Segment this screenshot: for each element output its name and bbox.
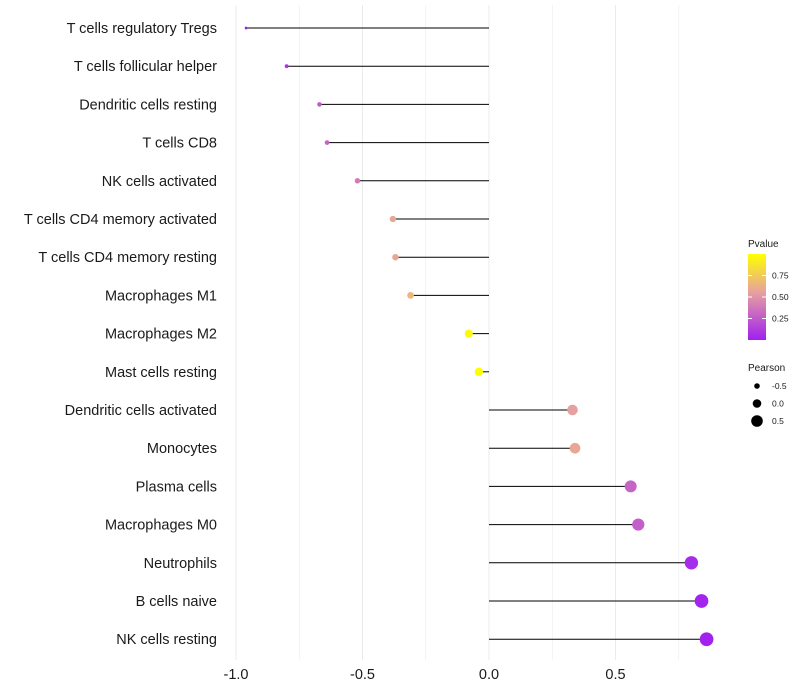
x-tick-label: -1.0 [224,667,249,683]
colorbar-tick-label: 0.75 [772,271,789,281]
category-label: Monocytes [147,441,217,457]
colorbar-tick-label: 0.50 [772,292,789,302]
lollipop-point [317,102,322,107]
lollipop-point [389,215,397,223]
size-key-label: -0.5 [772,381,787,391]
pvalue-legend: Pvalue 0.25 0.50 0.75 [748,239,789,340]
size-key-point [754,383,760,389]
lollipop-point [474,367,484,376]
category-labels: T cells regulatory Tregs T cells follicul… [24,21,217,648]
lollipop-point [684,556,699,570]
category-label: Dendritic cells activated [65,403,217,419]
lollipop-point [392,254,399,261]
lollipop-point [624,480,637,493]
grid-lines [235,5,680,660]
category-label: T cells follicular helper [74,59,217,75]
size-key-point [751,415,763,427]
pearson-legend: Pearson -0.5 0.0 0.5 [748,363,787,427]
category-label: Macrophages M1 [105,288,217,304]
x-tick-label: 0.5 [605,667,625,683]
lollipop-point [694,594,709,608]
lollipop-point [284,64,289,69]
category-label: Neutrophils [144,556,217,572]
lollipop-point [324,140,330,145]
x-tick-label: 0.0 [479,667,499,683]
category-label: Plasma cells [136,479,217,495]
lollipop-point [699,632,714,647]
category-label: T cells CD4 memory activated [24,212,217,228]
lollipop-point [407,292,414,299]
x-tick-label: -0.5 [350,667,375,683]
lollipop-point [354,178,361,184]
category-label: B cells naive [136,594,217,610]
pearson-legend-title: Pearson [748,363,785,374]
lollipop-point [632,518,645,531]
category-label: Dendritic cells resting [79,97,217,113]
category-label: Mast cells resting [105,365,217,381]
category-label: T cells regulatory Tregs [67,21,217,37]
size-key-label: 0.0 [772,399,784,409]
category-label: Macrophages M0 [105,518,217,534]
pvalue-legend-title: Pvalue [748,239,779,250]
pvalue-colorbar [748,254,766,340]
lollipop-point [244,26,248,30]
lollipop-stems [246,27,707,640]
lollipop-points [244,26,714,647]
category-label: T cells CD4 memory resting [38,250,217,266]
x-axis-ticks: -1.0 -0.5 0.0 0.5 [224,667,626,683]
category-label: NK cells resting [116,632,217,648]
category-label: NK cells activated [102,174,217,190]
lollipop-point [567,404,578,416]
colorbar-tick-label: 0.25 [772,314,789,324]
category-label: Macrophages M2 [105,327,217,343]
lollipop-point [464,329,473,338]
category-label: T cells CD8 [142,136,217,152]
size-key-label: 0.5 [772,416,784,426]
size-key-point [752,399,762,408]
lollipop-point [569,442,581,454]
